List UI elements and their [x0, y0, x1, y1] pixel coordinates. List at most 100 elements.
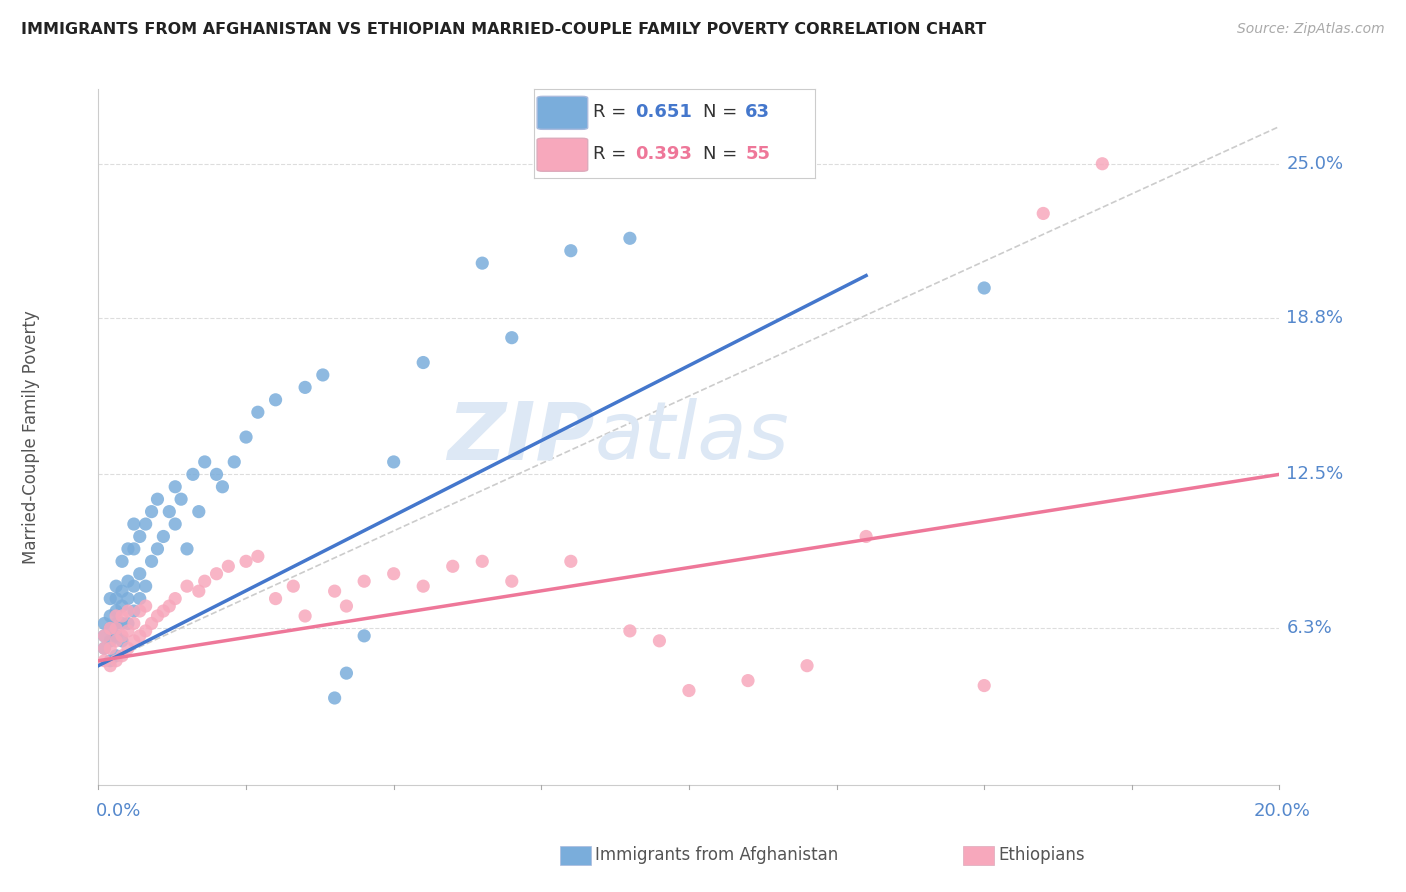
- Point: [194, 574, 217, 589]
- Point: [283, 579, 305, 593]
- Point: [205, 467, 228, 482]
- Point: [111, 609, 134, 624]
- Point: [122, 579, 145, 593]
- Text: R =: R =: [593, 145, 633, 163]
- Point: [135, 599, 157, 613]
- Point: [135, 624, 157, 638]
- Point: [501, 574, 523, 589]
- Point: [796, 658, 818, 673]
- Point: [323, 584, 346, 599]
- Point: [105, 633, 128, 648]
- Point: [98, 658, 121, 673]
- Point: [246, 405, 269, 419]
- Text: IMMIGRANTS FROM AFGHANISTAN VS ETHIOPIAN MARRIED-COUPLE FAMILY POVERTY CORRELATI: IMMIGRANTS FROM AFGHANISTAN VS ETHIOPIAN…: [21, 22, 987, 37]
- Point: [117, 624, 139, 638]
- Point: [648, 633, 671, 648]
- Point: [135, 579, 157, 593]
- Point: [98, 621, 121, 635]
- Point: [187, 505, 209, 519]
- Point: [217, 559, 239, 574]
- Point: [146, 541, 169, 556]
- Point: [560, 554, 582, 568]
- Point: [93, 654, 115, 668]
- FancyBboxPatch shape: [537, 138, 588, 171]
- Point: [152, 604, 174, 618]
- Point: [235, 554, 257, 568]
- Point: [111, 599, 134, 613]
- Point: [737, 673, 759, 688]
- Text: 63: 63: [745, 103, 770, 121]
- Point: [855, 529, 877, 543]
- Point: [165, 591, 187, 606]
- Point: [205, 566, 228, 581]
- Point: [157, 599, 180, 613]
- Text: 0.393: 0.393: [636, 145, 692, 163]
- Point: [176, 579, 198, 593]
- Text: atlas: atlas: [595, 398, 789, 476]
- Point: [122, 633, 145, 648]
- Point: [471, 554, 494, 568]
- Text: 18.8%: 18.8%: [1286, 309, 1344, 326]
- Point: [382, 566, 405, 581]
- Point: [111, 584, 134, 599]
- Text: N =: N =: [703, 103, 742, 121]
- Point: [105, 579, 128, 593]
- Text: R =: R =: [593, 103, 633, 121]
- Point: [105, 616, 128, 631]
- Point: [98, 609, 121, 624]
- Point: [211, 480, 233, 494]
- Text: Source: ZipAtlas.com: Source: ZipAtlas.com: [1237, 22, 1385, 37]
- Point: [98, 641, 121, 656]
- Point: [441, 559, 464, 574]
- Point: [165, 516, 187, 531]
- Point: [335, 666, 357, 681]
- Point: [128, 591, 150, 606]
- Point: [105, 629, 128, 643]
- Point: [122, 516, 145, 531]
- Point: [98, 591, 121, 606]
- Text: 0.651: 0.651: [636, 103, 692, 121]
- Point: [117, 641, 139, 656]
- Point: [412, 355, 434, 369]
- Text: N =: N =: [703, 145, 742, 163]
- Text: 6.3%: 6.3%: [1286, 619, 1333, 638]
- Point: [141, 505, 163, 519]
- Point: [412, 579, 434, 593]
- Point: [165, 480, 187, 494]
- Point: [312, 368, 335, 382]
- Point: [170, 492, 193, 507]
- Text: 20.0%: 20.0%: [1254, 802, 1310, 820]
- Point: [98, 633, 121, 648]
- Point: [93, 641, 115, 656]
- Point: [111, 616, 134, 631]
- Point: [264, 591, 287, 606]
- Point: [471, 256, 494, 270]
- Point: [973, 679, 995, 693]
- Point: [122, 541, 145, 556]
- Point: [619, 231, 641, 245]
- Text: 0.0%: 0.0%: [96, 802, 141, 820]
- Point: [1091, 157, 1114, 171]
- Point: [181, 467, 204, 482]
- Point: [187, 584, 209, 599]
- Point: [117, 616, 139, 631]
- Point: [105, 609, 128, 624]
- Point: [128, 629, 150, 643]
- Point: [105, 604, 128, 618]
- Point: [146, 609, 169, 624]
- Point: [194, 455, 217, 469]
- Point: [294, 380, 316, 394]
- Point: [501, 331, 523, 345]
- Point: [294, 609, 316, 624]
- Point: [135, 516, 157, 531]
- Point: [128, 529, 150, 543]
- Point: [176, 541, 198, 556]
- Point: [105, 591, 128, 606]
- Point: [382, 455, 405, 469]
- Point: [973, 281, 995, 295]
- Point: [122, 604, 145, 618]
- Point: [264, 392, 287, 407]
- Text: Married-Couple Family Poverty: Married-Couple Family Poverty: [22, 310, 39, 564]
- Point: [235, 430, 257, 444]
- Point: [128, 604, 150, 618]
